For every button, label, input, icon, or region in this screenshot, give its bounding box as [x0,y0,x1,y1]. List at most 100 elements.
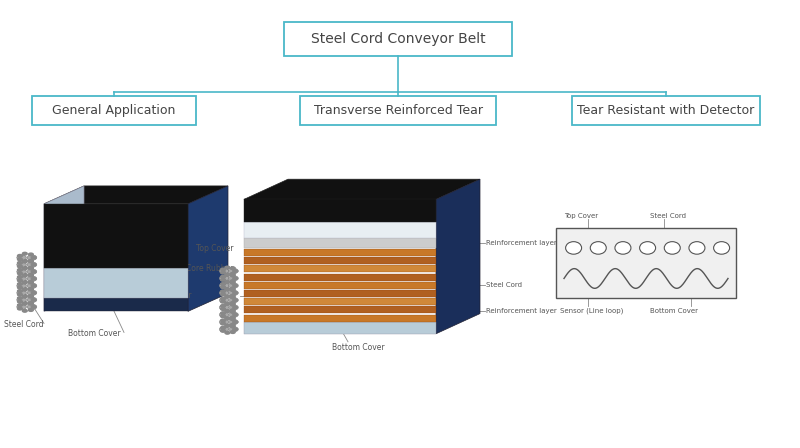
Circle shape [18,290,22,293]
Circle shape [22,280,27,283]
Ellipse shape [689,241,705,254]
FancyBboxPatch shape [300,96,496,125]
Circle shape [17,283,26,289]
Text: Top Cover: Top Cover [196,244,234,253]
Circle shape [29,273,34,276]
Circle shape [230,287,235,290]
Text: Reinforcement layer: Reinforcement layer [486,240,557,246]
Circle shape [22,288,27,290]
Circle shape [225,310,230,313]
Circle shape [230,302,235,304]
Text: Steel Cord: Steel Cord [650,213,686,219]
Circle shape [225,310,230,312]
Circle shape [225,332,230,334]
Circle shape [17,297,26,302]
Circle shape [29,288,34,290]
Circle shape [230,316,235,319]
Circle shape [230,310,235,313]
Circle shape [29,267,34,270]
Circle shape [18,307,22,310]
Circle shape [31,263,36,266]
Circle shape [29,260,34,263]
Circle shape [29,274,34,277]
Circle shape [229,276,238,281]
Circle shape [22,302,27,305]
Circle shape [29,302,34,304]
Circle shape [230,267,235,270]
Text: Top Cover: Top Cover [564,213,598,219]
Circle shape [221,279,226,281]
Circle shape [225,288,230,291]
Circle shape [22,267,27,269]
Polygon shape [244,282,436,289]
Circle shape [219,290,229,296]
Circle shape [221,305,226,307]
Circle shape [233,306,238,309]
Circle shape [233,292,238,294]
Circle shape [18,300,22,303]
Text: Core Rubber: Core Rubber [252,227,299,237]
Circle shape [229,312,238,317]
Circle shape [29,280,34,283]
Circle shape [221,271,226,274]
Circle shape [230,318,235,320]
Polygon shape [244,322,436,334]
Polygon shape [44,186,228,204]
Circle shape [229,305,238,310]
Circle shape [18,279,22,282]
Text: Tear Resistant with Detector: Tear Resistant with Detector [578,104,754,117]
Polygon shape [244,199,436,222]
Circle shape [225,302,230,305]
Circle shape [27,276,37,281]
Circle shape [22,260,27,263]
Circle shape [221,315,226,318]
Circle shape [233,314,238,316]
Circle shape [22,274,27,277]
Polygon shape [244,290,436,297]
Circle shape [22,302,27,304]
Circle shape [18,265,22,268]
Polygon shape [436,179,480,334]
Text: Top Cover: Top Cover [252,207,290,215]
Circle shape [18,258,22,261]
Circle shape [221,297,226,300]
Circle shape [230,294,235,297]
Circle shape [221,300,226,303]
Text: Core Rubber: Core Rubber [186,264,233,273]
Circle shape [27,297,37,302]
Circle shape [221,283,226,285]
Circle shape [18,297,22,299]
Circle shape [18,276,22,278]
Circle shape [29,295,34,297]
Text: Steel Cord: Steel Cord [4,320,44,329]
Circle shape [225,317,230,319]
Circle shape [225,266,230,269]
Polygon shape [44,298,188,311]
Circle shape [22,259,27,262]
Circle shape [22,252,27,255]
Circle shape [22,295,27,297]
Text: Bottom Cover: Bottom Cover [332,343,385,352]
Ellipse shape [714,241,730,254]
Circle shape [22,273,27,276]
Circle shape [18,272,22,275]
Circle shape [17,262,26,267]
Circle shape [29,289,34,291]
Ellipse shape [566,241,582,254]
Circle shape [221,329,226,332]
Circle shape [221,319,226,322]
Polygon shape [244,265,436,272]
Circle shape [233,299,238,302]
Circle shape [221,286,226,289]
Polygon shape [44,186,84,311]
Circle shape [22,281,27,284]
Text: Transverse Reinforced Tear: Transverse Reinforced Tear [314,104,482,117]
Circle shape [229,268,238,274]
Circle shape [29,309,34,311]
Polygon shape [244,274,436,280]
Circle shape [27,255,37,260]
Circle shape [230,309,235,312]
FancyBboxPatch shape [556,228,736,298]
Circle shape [18,286,22,289]
Circle shape [225,273,230,276]
